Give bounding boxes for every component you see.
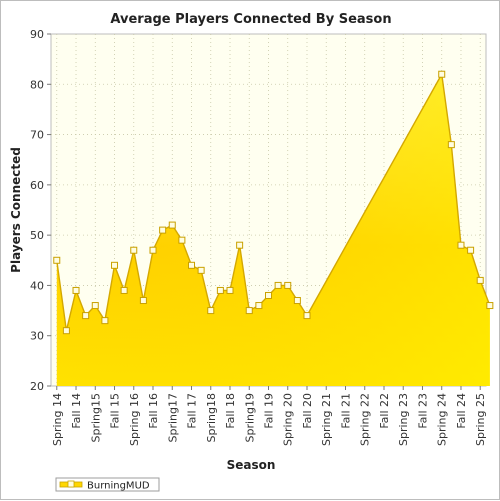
x-tick-label: Spring17 (166, 393, 179, 443)
x-tick-label: Spring 22 (359, 393, 372, 446)
data-point (62, 327, 70, 335)
y-tick-label: 50 (30, 229, 44, 242)
y-tick-label: 80 (30, 78, 44, 91)
x-tick-label: Spring 24 (436, 393, 449, 446)
x-tick-label: Fall 17 (186, 393, 199, 429)
data-point (293, 297, 301, 305)
data-point (101, 317, 109, 325)
x-tick-label: Spring 14 (51, 393, 64, 446)
data-point (120, 286, 128, 294)
data-point (139, 297, 147, 305)
data-point (284, 281, 292, 289)
data-point (476, 276, 484, 284)
data-point (265, 291, 272, 299)
x-tick-label: Spring 20 (282, 393, 295, 446)
data-point (255, 302, 263, 310)
x-tick-label: Spring 16 (128, 393, 141, 446)
data-point (111, 261, 119, 269)
legend-label: BurningMUD (87, 481, 150, 492)
x-tick-label: Fall 20 (301, 393, 314, 429)
x-tick-label: Fall 16 (147, 393, 160, 429)
legend: BurningMUD (55, 477, 160, 492)
x-tick-label: Fall 21 (339, 393, 352, 429)
x-tick-label: Fall 14 (70, 393, 83, 429)
y-tick-label: 70 (30, 129, 44, 142)
data-point (82, 312, 90, 320)
data-point (245, 307, 253, 315)
x-tick-label: Spring 23 (397, 393, 410, 446)
data-point (303, 312, 311, 320)
x-tick-label: Spring15 (89, 393, 102, 443)
legend-box (55, 477, 160, 492)
legend-marker (67, 480, 75, 488)
y-tick-label: 90 (30, 28, 44, 41)
data-point (226, 286, 234, 294)
data-point (53, 256, 61, 264)
data-point (72, 286, 80, 294)
x-tick-label: Fall 15 (109, 393, 122, 429)
y-tick-label: 40 (30, 279, 44, 292)
x-tick-label: Spring 21 (320, 393, 333, 446)
data-point (178, 236, 186, 244)
data-point (130, 246, 138, 254)
data-point (168, 221, 176, 229)
series-markers (53, 70, 494, 335)
x-tick-label: Fall 22 (378, 393, 391, 429)
data-point (457, 241, 465, 249)
x-tick-label: Spring18 (205, 393, 218, 443)
data-point (236, 241, 244, 249)
data-point (188, 261, 196, 269)
data-point (207, 307, 215, 315)
data-point (197, 266, 205, 274)
x-tick-label: Spring19 (243, 393, 256, 443)
y-tick-label: 60 (30, 179, 44, 192)
x-tick-label: Fall 18 (224, 393, 237, 429)
area-fill-highlight (56, 74, 490, 386)
data-point (486, 302, 494, 310)
y-axis-title: Players Connected (9, 147, 23, 273)
data-point (91, 302, 99, 310)
x-tick-label: Spring 25 (474, 393, 487, 446)
data-point (216, 286, 224, 294)
data-point (438, 70, 446, 78)
y-axis-ticks: 20 30 40 50 60 70 80 90 (30, 28, 51, 393)
y-tick-label: 30 (30, 330, 44, 343)
x-axis-title: Season (227, 458, 276, 472)
data-point (447, 141, 455, 149)
data-point (467, 246, 475, 254)
data-point (159, 226, 167, 234)
x-tick-label: Fall 23 (416, 393, 429, 429)
data-point (149, 246, 157, 254)
x-tick-label: Fall 24 (455, 393, 468, 429)
chart-title: Average Players Connected By Season (110, 12, 391, 27)
data-point (274, 281, 282, 289)
x-axis-ticks: Spring 14 Fall 14 Spring15 Fall 15 Spring 16… (51, 386, 487, 446)
y-tick-label: 20 (30, 380, 44, 393)
x-tick-label: Fall 19 (263, 393, 276, 429)
